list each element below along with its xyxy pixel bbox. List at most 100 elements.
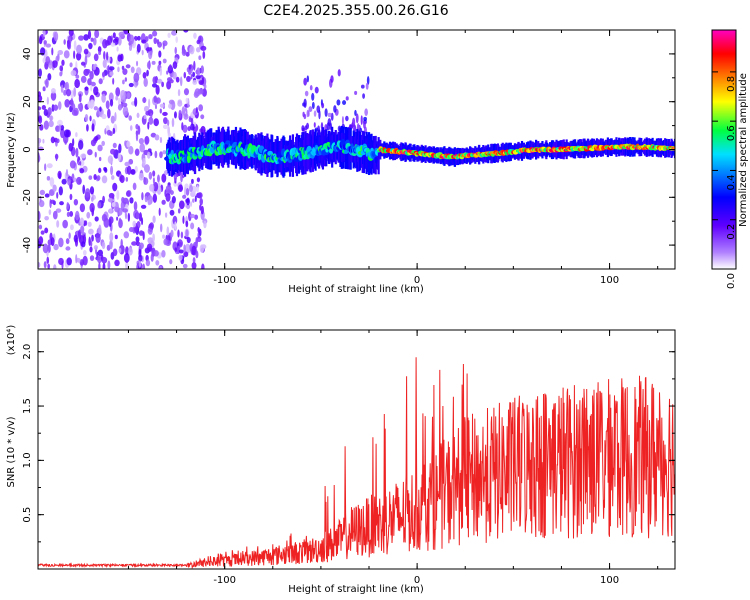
spectrogram-noise-cell <box>145 47 152 52</box>
spectrogram-noise-cell <box>55 153 58 162</box>
spectrogram-noise-cell <box>182 263 188 269</box>
snr-ticks: -100 0 100 0.5 1.0 1.5 2.0 <box>22 330 675 586</box>
spectrogram-spur-cell <box>360 84 365 89</box>
spectrogram-noise-cell <box>50 237 55 247</box>
spectrogram-noise-cell <box>129 34 135 45</box>
spectrogram-noise-cell <box>73 234 78 243</box>
spectrogram-noise-cell <box>151 60 156 65</box>
spectrogram-noise-cell <box>144 195 148 203</box>
spectrogram-noise-cell <box>174 46 177 55</box>
spectrogram-noise-cell <box>107 155 114 164</box>
spectrogram-noise-cell <box>191 261 197 269</box>
spectrogram-noise-cell <box>73 198 79 206</box>
spectrogram-noise-cell <box>99 106 102 112</box>
spectrogram-noise-cell <box>90 84 93 92</box>
spectrogram-noise-cell <box>146 69 149 77</box>
spectrogram-spur-cell <box>313 122 316 128</box>
spectrogram-noise-cell <box>101 140 105 147</box>
spectrogram-noise-cell <box>203 220 207 229</box>
spectrogram-noise-cell <box>38 146 44 151</box>
spectrogram-noise-cell <box>151 83 158 88</box>
spectrogram-noise-cell <box>183 88 190 96</box>
spectrogram-noise-cell <box>52 60 58 69</box>
spectrogram-noise-cell <box>91 123 95 132</box>
spectrogram-noise-cell <box>90 240 93 247</box>
spectrogram-noise-cell <box>87 149 93 156</box>
spectrogram-noise-cell <box>89 186 95 195</box>
spectrogram-noise-cell <box>78 139 84 150</box>
spectrogram-noise-cell <box>82 255 88 266</box>
spectrogram-noise-cell <box>117 54 123 62</box>
spectrogram-noise-cell <box>141 217 144 226</box>
spectrogram-noise-cell <box>38 115 43 124</box>
spectrogram-noise-cell <box>55 208 62 213</box>
spectrogram-noise-cell <box>134 148 140 156</box>
spectrogram-spur-cell <box>354 109 357 117</box>
spectrogram-noise-cell <box>144 135 150 145</box>
spectrogram-spur-cell <box>366 76 370 85</box>
spectrogram-noise-cell <box>126 92 131 99</box>
spectrogram-noise-cell <box>147 200 151 206</box>
spectrogram-noise-cell <box>111 175 115 180</box>
spectrogram-spur-cell <box>341 115 344 126</box>
spectrogram-noise-cell <box>63 89 67 96</box>
spectrogram-noise-cell <box>92 64 97 71</box>
spectrogram-noise-cell <box>135 236 140 243</box>
spectrogram-noise-cell <box>110 115 115 124</box>
spectrogram-noise-cell <box>88 175 93 180</box>
spectrogram-noise-cell <box>171 196 176 204</box>
spectrogram-noise-cell <box>159 265 162 269</box>
spectrogram-noise-cell <box>42 86 46 92</box>
spectrogram-noise-cell <box>162 150 167 155</box>
spectrogram-noise-cell <box>90 139 96 147</box>
spectrogram-noise-cell <box>181 49 187 56</box>
spectrogram-noise-cell <box>44 227 49 234</box>
spectrogram-noise-cell <box>168 99 175 105</box>
spectrogram-noise-cell <box>107 64 110 75</box>
spectrogram-spur-cell <box>307 110 310 117</box>
spectrogram-noise-cell <box>203 84 207 89</box>
spectrogram-spur-cell <box>311 92 315 101</box>
spectrogram-panel: -100 0 100 -40 -20 0 20 40 Height of straight l… <box>6 29 676 295</box>
spectrogram-noise-cell <box>109 232 114 242</box>
spectrogram-noise-cell <box>61 59 65 66</box>
spectrogram-noise-cell <box>162 111 168 117</box>
spectrogram-noise-cell <box>57 119 63 127</box>
spectrogram-noise-cell <box>94 216 99 222</box>
spectrogram-noise-cell <box>178 200 185 210</box>
spectrogram-noise-cell <box>167 132 171 138</box>
spectrogram-noise-cell <box>169 209 175 216</box>
spectrogram-noise-cell <box>128 145 134 155</box>
spectrogram-noise-cell <box>148 33 153 40</box>
spectrogram-noise-cell <box>106 51 109 61</box>
spectrogram-noise-cell <box>73 50 76 60</box>
spectrogram-noise-cell <box>65 88 72 97</box>
spectrogram-noise-cell <box>75 254 78 264</box>
spectrogram-noise-cell <box>102 39 108 49</box>
spectrogram-noise-cell <box>56 220 60 228</box>
spectrogram-noise-cell <box>174 247 178 252</box>
spectrogram-noise-cell <box>134 165 138 173</box>
spectrogram-noise-cell <box>163 117 168 125</box>
spectrogram-noise-cell <box>186 197 190 206</box>
spectrogram-noise-cell <box>38 236 44 245</box>
spectrogram-ylabel: Frequency (Hz) <box>6 112 17 188</box>
spectrogram-noise-cell <box>136 43 141 53</box>
spectrogram-noise-cell <box>89 246 93 253</box>
spectrogram-noise-cell <box>96 175 101 181</box>
spectrogram-noise-cell <box>150 112 153 119</box>
spectrogram-noise-cell <box>198 55 202 60</box>
spectrogram-noise-cell <box>98 262 101 269</box>
spectrogram-noise-cell <box>50 88 56 94</box>
spectrogram-noise-cell <box>171 117 175 128</box>
spectrogram-noise-cell <box>70 224 74 231</box>
spectrogram-spur-cell <box>363 116 368 122</box>
colorbar-tick-label: 0.6 <box>726 125 737 141</box>
spectrogram-spur-cell <box>309 85 313 91</box>
spectrogram-noise-cell <box>195 106 198 114</box>
spectrogram-noise-cell <box>136 60 139 67</box>
spectrogram-noise-cell <box>120 238 123 249</box>
spectrogram-noise-cell <box>109 98 114 107</box>
spectrogram-noise-cell <box>112 142 117 149</box>
